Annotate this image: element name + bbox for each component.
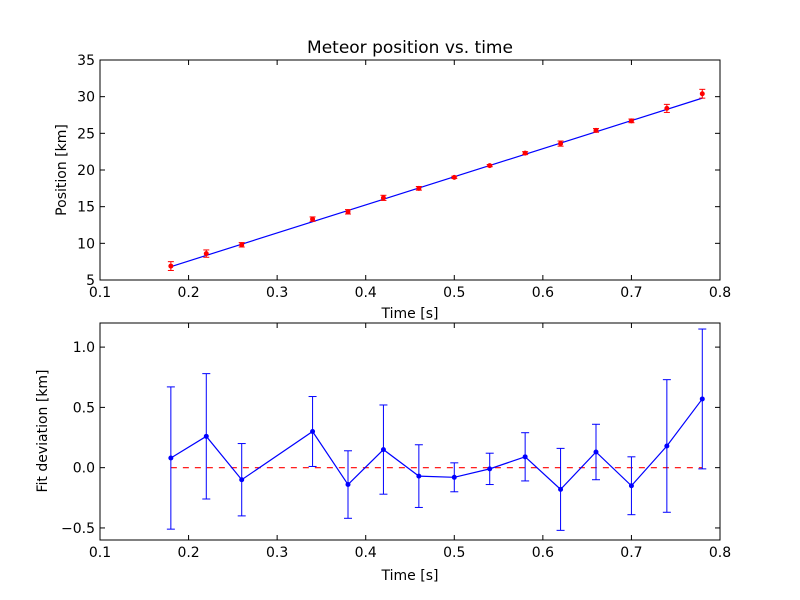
top-plot-title: Meteor position vs. time [307, 38, 513, 58]
position-point [239, 242, 245, 248]
bottom-x-tick-label: 0.3 [266, 545, 288, 561]
top-x-tick-label: 0.8 [709, 285, 731, 301]
position-point [203, 251, 209, 257]
bottom-plot-y-label: Fit deviation [km] [35, 369, 51, 492]
bottom-x-tick-label: 0.4 [355, 545, 377, 561]
bottom-x-tick-label: 0.8 [709, 545, 731, 561]
bottom-plot-content [166, 328, 707, 531]
bottom-plot-frame [99, 322, 721, 541]
top-y-tick-label: 20 [77, 163, 95, 179]
position-point [628, 118, 634, 124]
deviation-point [451, 474, 457, 480]
top-x-tick-label: 0.5 [443, 285, 465, 301]
bottom-y-tick-label: 0.0 [73, 461, 95, 477]
top-plot-y-ticks: 5 10 15 20 25 30 35 [77, 53, 720, 289]
bottom-y-tick-label: −0.5 [61, 521, 95, 537]
top-y-tick-label: 10 [77, 236, 95, 252]
deviation-point [239, 477, 245, 483]
top-plot: Meteor position vs. time 0.1 0.2 0.3 0.4 0.5… [54, 38, 731, 322]
deviation-point [522, 454, 528, 460]
top-y-tick-label: 15 [77, 200, 95, 216]
deviation-point [168, 455, 174, 461]
deviation-point [487, 466, 493, 472]
top-plot-x-label: Time [s] [381, 306, 439, 322]
bottom-y-tick-label: 1.0 [73, 340, 95, 356]
position-point [416, 185, 422, 191]
position-point [558, 141, 564, 147]
position-point [168, 263, 174, 269]
position-point [380, 195, 386, 201]
top-x-tick-label: 0.7 [620, 285, 642, 301]
top-plot-content [167, 88, 706, 271]
bottom-plot-y-ticks: −0.5 0.0 0.5 1.0 [61, 340, 720, 537]
top-x-tick-label: 0.6 [532, 285, 554, 301]
bottom-x-tick-label: 0.2 [177, 545, 199, 561]
deviation-point [310, 429, 316, 434]
position-point [345, 209, 351, 215]
deviation-point [699, 396, 705, 402]
bottom-x-tick-label: 0.1 [89, 545, 111, 561]
top-plot-x-ticks: 0.1 0.2 0.3 0.4 0.5 0.6 0.7 0.8 [89, 60, 731, 301]
deviation-point [593, 449, 599, 455]
position-point [310, 216, 316, 222]
bottom-y-tick-label: 0.5 [73, 400, 95, 416]
deviation-point [664, 443, 670, 449]
top-y-tick-label: 30 [77, 90, 95, 106]
bottom-plot-x-label: Time [s] [381, 568, 439, 584]
bottom-x-tick-label: 0.7 [620, 545, 642, 561]
position-point [699, 91, 705, 97]
deviation-point [380, 447, 386, 453]
top-y-tick-label: 25 [77, 126, 95, 142]
top-x-tick-label: 0.3 [266, 285, 288, 301]
deviation-point [345, 482, 351, 488]
fit-line [170, 97, 703, 268]
top-x-tick-label: 0.4 [355, 285, 377, 301]
deviation-point [203, 433, 209, 439]
top-x-tick-label: 0.1 [89, 285, 111, 301]
deviation-point [628, 483, 634, 489]
position-point [451, 174, 457, 180]
bottom-x-tick-label: 0.6 [532, 545, 554, 561]
deviation-point [558, 486, 564, 492]
position-point [664, 105, 670, 111]
top-x-tick-label: 0.2 [177, 285, 199, 301]
top-y-tick-label: 35 [77, 53, 95, 69]
top-plot-y-label: Position [km] [54, 124, 70, 216]
bottom-plot: 0.1 0.2 0.3 0.4 0.5 0.6 0.7 0.8 −0.5 0.0 0.5 1.0 T… [35, 322, 731, 584]
position-point [522, 150, 528, 156]
bottom-x-tick-label: 0.5 [443, 545, 465, 561]
bottom-plot-x-ticks: 0.1 0.2 0.3 0.4 0.5 0.6 0.7 0.8 [89, 323, 731, 561]
position-point [593, 127, 599, 133]
deviation-point [416, 473, 422, 479]
top-y-tick-label: 5 [86, 273, 95, 289]
position-point [487, 163, 493, 169]
